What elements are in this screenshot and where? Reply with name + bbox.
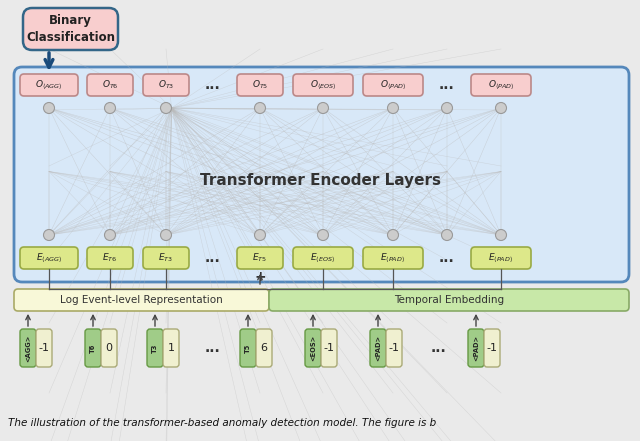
Text: T6: T6 [90, 343, 96, 353]
Text: $O_{\langle AGG\rangle}$: $O_{\langle AGG\rangle}$ [35, 78, 63, 92]
FancyBboxPatch shape [36, 329, 52, 367]
Text: $E_{\langle EOS\rangle}$: $E_{\langle EOS\rangle}$ [310, 251, 335, 265]
Circle shape [44, 102, 54, 113]
Circle shape [442, 229, 452, 240]
Text: -1: -1 [38, 343, 49, 353]
Circle shape [495, 229, 506, 240]
Text: +: + [254, 270, 266, 284]
FancyBboxPatch shape [363, 74, 423, 96]
FancyBboxPatch shape [363, 247, 423, 269]
Text: $O_{\langle PAD\rangle}$: $O_{\langle PAD\rangle}$ [380, 78, 406, 92]
FancyBboxPatch shape [484, 329, 500, 367]
Circle shape [44, 229, 54, 240]
FancyBboxPatch shape [85, 329, 101, 367]
FancyBboxPatch shape [305, 329, 321, 367]
Text: $O_{T3}$: $O_{T3}$ [158, 79, 174, 91]
Text: $E_{T3}$: $E_{T3}$ [159, 252, 173, 264]
Circle shape [387, 102, 399, 113]
FancyBboxPatch shape [20, 329, 36, 367]
Circle shape [161, 102, 172, 113]
Text: $E_{\langle PAD\rangle}$: $E_{\langle PAD\rangle}$ [381, 251, 406, 265]
Text: ...: ... [430, 341, 446, 355]
Text: 0: 0 [106, 343, 113, 353]
FancyBboxPatch shape [237, 74, 283, 96]
FancyBboxPatch shape [147, 329, 163, 367]
Circle shape [387, 229, 399, 240]
Circle shape [495, 102, 506, 113]
Text: ...: ... [439, 78, 455, 92]
Text: <AGG>: <AGG> [25, 334, 31, 362]
FancyBboxPatch shape [143, 247, 189, 269]
FancyBboxPatch shape [269, 289, 629, 311]
Text: T3: T3 [152, 343, 158, 353]
Text: 1: 1 [168, 343, 175, 353]
Text: $O_{\langle PAD\rangle}$: $O_{\langle PAD\rangle}$ [488, 78, 514, 92]
Text: $O_{T5}$: $O_{T5}$ [252, 79, 268, 91]
FancyBboxPatch shape [143, 74, 189, 96]
Text: <PAD>: <PAD> [473, 335, 479, 361]
FancyBboxPatch shape [256, 329, 272, 367]
FancyBboxPatch shape [163, 329, 179, 367]
Text: $E_{\langle PAD\rangle}$: $E_{\langle PAD\rangle}$ [488, 251, 513, 265]
FancyBboxPatch shape [87, 74, 133, 96]
Text: Binary
Classification: Binary Classification [26, 14, 115, 44]
Text: 6: 6 [260, 343, 268, 353]
FancyBboxPatch shape [471, 247, 531, 269]
FancyBboxPatch shape [370, 329, 386, 367]
Text: <EOS>: <EOS> [310, 335, 316, 361]
FancyBboxPatch shape [293, 247, 353, 269]
Text: -1: -1 [486, 343, 497, 353]
Circle shape [255, 102, 266, 113]
Text: $O_{\langle EOS\rangle}$: $O_{\langle EOS\rangle}$ [310, 78, 336, 92]
Text: -1: -1 [388, 343, 399, 353]
Text: ...: ... [205, 251, 221, 265]
Text: ...: ... [205, 341, 221, 355]
FancyBboxPatch shape [240, 329, 256, 367]
Text: T5: T5 [245, 344, 251, 353]
Text: ...: ... [439, 251, 455, 265]
FancyBboxPatch shape [23, 8, 118, 50]
Text: Temporal Embedding: Temporal Embedding [394, 295, 504, 305]
FancyBboxPatch shape [386, 329, 402, 367]
FancyBboxPatch shape [237, 247, 283, 269]
FancyBboxPatch shape [321, 329, 337, 367]
Text: <PAD>: <PAD> [375, 335, 381, 361]
Text: The illustration of the transformer-based anomaly detection model. The figure is: The illustration of the transformer-base… [8, 418, 436, 428]
Circle shape [161, 229, 172, 240]
Text: $E_{T6}$: $E_{T6}$ [102, 252, 118, 264]
Text: Transformer Encoder Layers: Transformer Encoder Layers [200, 172, 440, 187]
Text: ...: ... [205, 78, 221, 92]
Circle shape [317, 229, 328, 240]
FancyBboxPatch shape [87, 247, 133, 269]
Text: $O_{T6}$: $O_{T6}$ [102, 79, 118, 91]
Text: Log Event-level Representation: Log Event-level Representation [60, 295, 223, 305]
FancyBboxPatch shape [471, 74, 531, 96]
Circle shape [255, 229, 266, 240]
FancyBboxPatch shape [14, 289, 269, 311]
Circle shape [104, 229, 115, 240]
FancyBboxPatch shape [20, 247, 78, 269]
FancyBboxPatch shape [468, 329, 484, 367]
Circle shape [104, 102, 115, 113]
Text: $E_{\langle AGG\rangle}$: $E_{\langle AGG\rangle}$ [36, 251, 62, 265]
Circle shape [317, 102, 328, 113]
FancyBboxPatch shape [20, 74, 78, 96]
Text: $E_{T5}$: $E_{T5}$ [253, 252, 268, 264]
Text: -1: -1 [323, 343, 335, 353]
FancyBboxPatch shape [101, 329, 117, 367]
FancyBboxPatch shape [293, 74, 353, 96]
FancyBboxPatch shape [14, 67, 629, 282]
Circle shape [442, 102, 452, 113]
